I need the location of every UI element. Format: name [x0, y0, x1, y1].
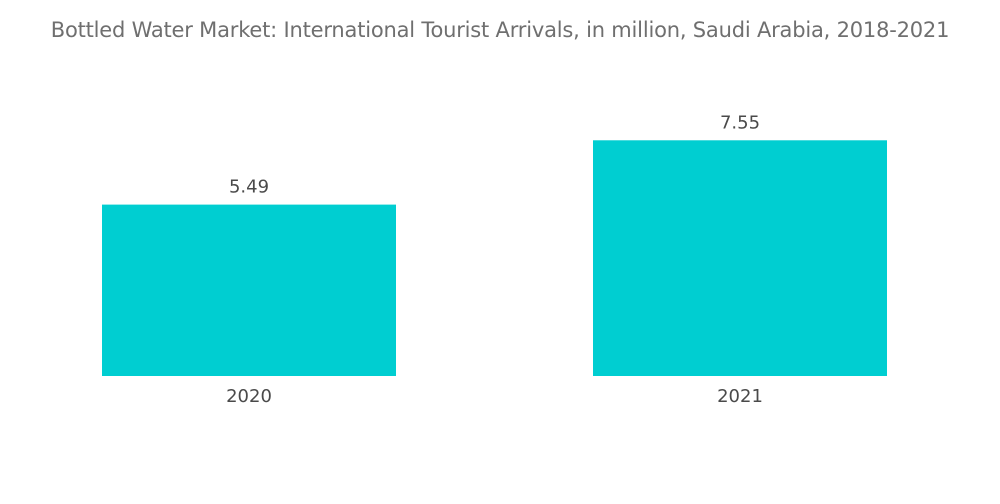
data-label-2020: 5.49 [229, 177, 269, 198]
x-tick-labels-group: 2020 2021 [226, 386, 763, 407]
chart-title: Bottled Water Market: International Tour… [50, 18, 950, 42]
bars-group [102, 140, 887, 376]
bar-2020 [102, 204, 396, 376]
data-labels-group: 5.49 7.55 [229, 112, 760, 197]
x-tick-label-2021: 2021 [717, 386, 763, 407]
x-tick-label-2020: 2020 [226, 386, 272, 407]
data-label-2021: 7.55 [720, 112, 760, 133]
bar-2021 [593, 140, 887, 376]
